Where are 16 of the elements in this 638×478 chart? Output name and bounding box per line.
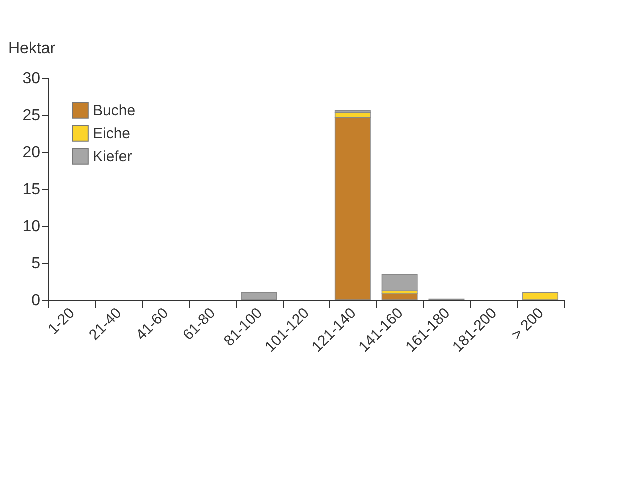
y-tick-label: 0 [32, 292, 41, 310]
y-axis-title: Hektar [8, 40, 56, 58]
bar [382, 274, 418, 292]
bar [241, 292, 278, 300]
y-tick-label: 20 [22, 144, 41, 162]
x-tick-label: > 200 [508, 304, 548, 344]
legend-label: Kiefer [93, 148, 132, 166]
bar [382, 294, 418, 300]
y-tick-label: 25 [22, 108, 41, 124]
y-tick-label: 10 [22, 218, 41, 236]
y-tick-label: 5 [32, 256, 41, 272]
bar [522, 292, 559, 300]
y-tick-label: 15 [22, 182, 41, 198]
legend-label: Eiche [93, 126, 131, 142]
y-tick-label: 30 [22, 70, 41, 88]
legend-label: Buche [93, 102, 136, 120]
